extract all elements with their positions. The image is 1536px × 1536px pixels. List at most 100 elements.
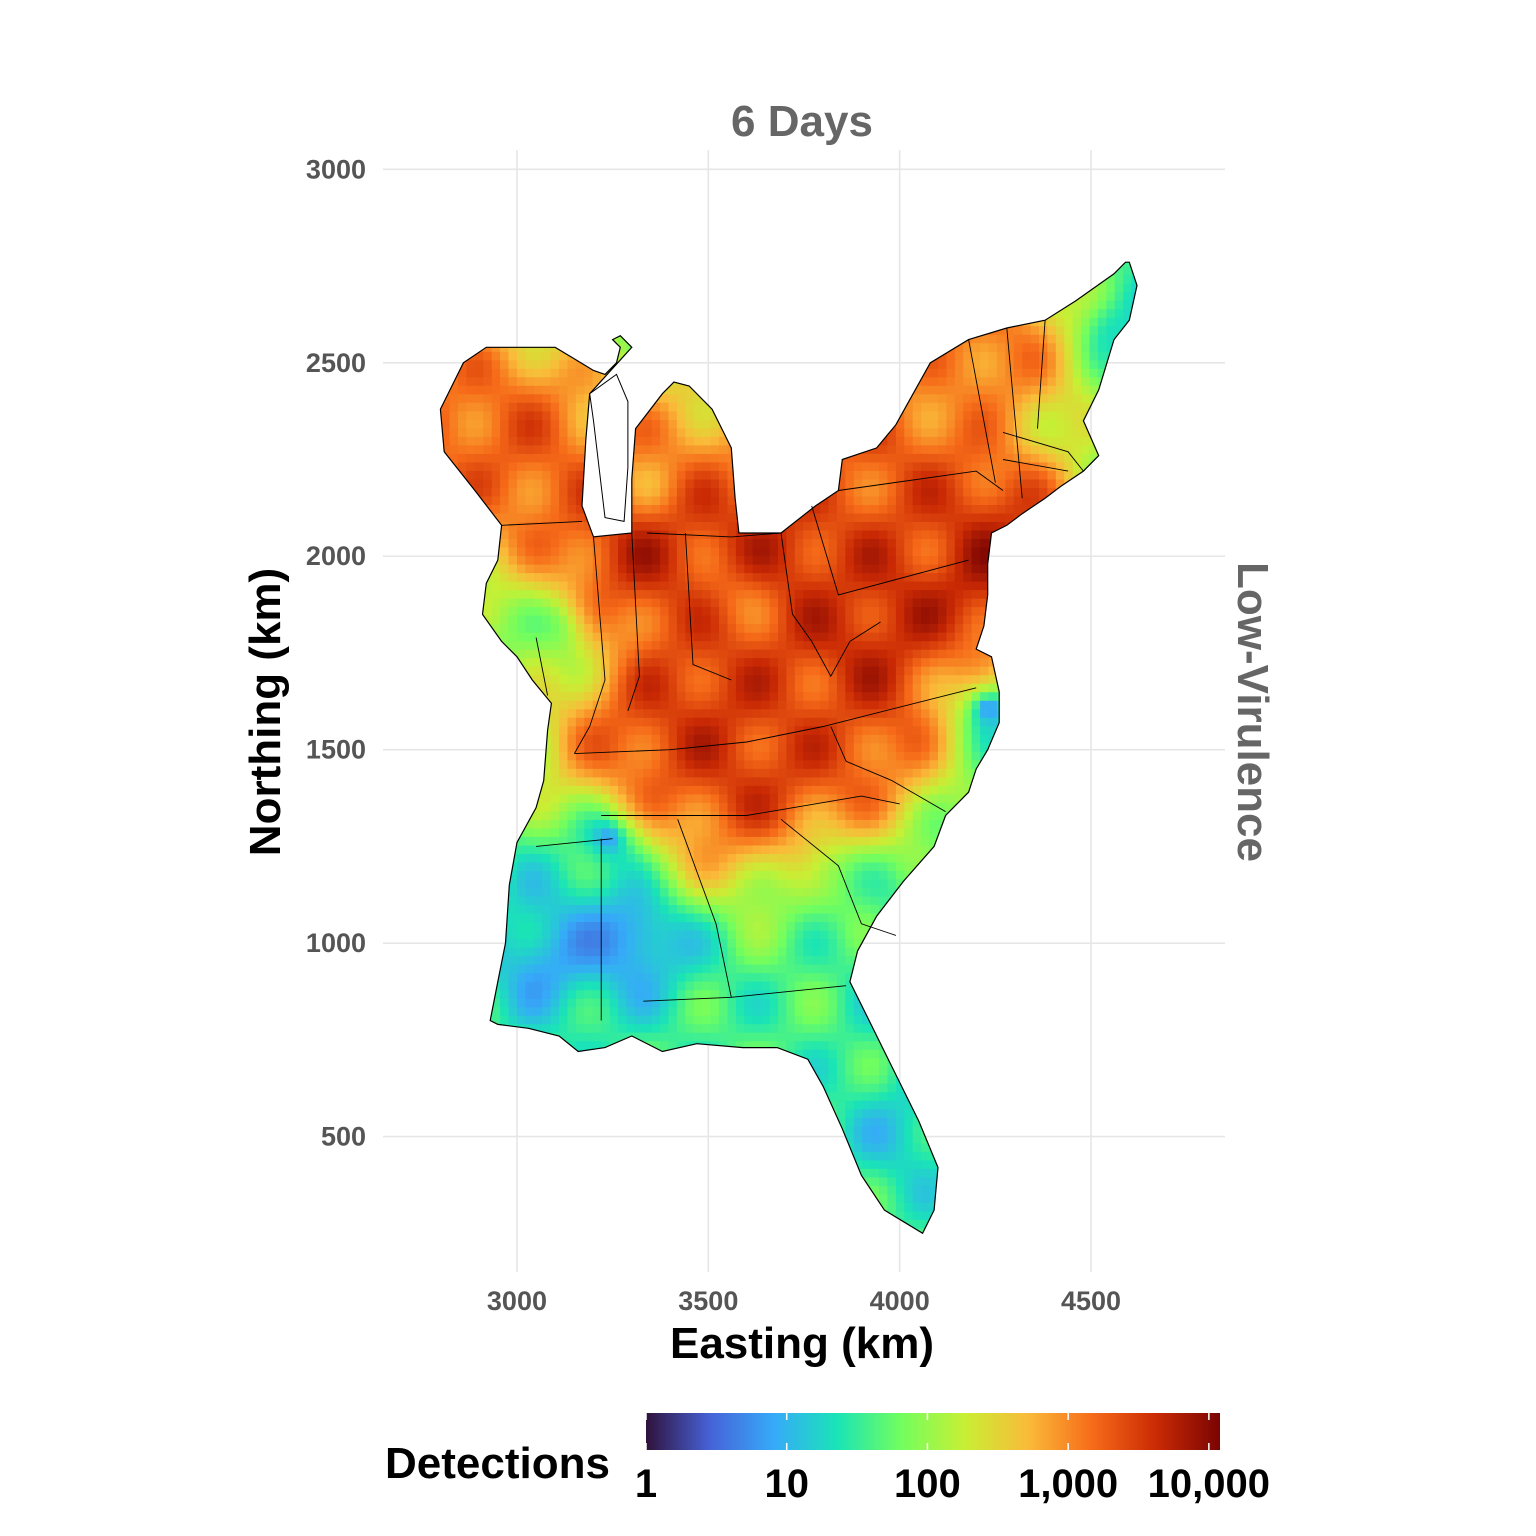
heat-cell: [440, 1049, 442, 1059]
heat-cell: [441, 1193, 451, 1203]
heat-cell: [517, 291, 526, 301]
heat-cell: [643, 776, 653, 786]
heat-cell: [693, 1185, 703, 1195]
heat-cell: [575, 359, 585, 369]
heat-cell: [752, 427, 762, 437]
heat-cell: [735, 623, 745, 633]
heat-cell: [676, 410, 686, 420]
heat-cell: [719, 742, 728, 752]
heat-cell: [525, 1142, 535, 1152]
heat-cell: [660, 470, 670, 480]
heat-cell: [575, 734, 585, 744]
heat-cell: [559, 844, 569, 854]
heat-cell: [610, 249, 619, 258]
heat-cell: [643, 861, 653, 871]
heat-cell: [559, 317, 569, 327]
heat-cell: [651, 325, 661, 335]
heat-cell: [685, 1074, 695, 1084]
heat-cell: [609, 274, 619, 284]
heat-cell: [769, 1125, 779, 1135]
heat-cell: [778, 700, 787, 710]
heat-cell: [634, 1108, 644, 1118]
heat-cell: [550, 453, 560, 463]
heat-cell: [719, 1006, 728, 1016]
heat-cell: [719, 768, 728, 778]
heat-cell: [744, 1219, 754, 1229]
heat-cell: [727, 606, 737, 616]
heat-cell: [441, 895, 451, 905]
heat-cell: [643, 853, 653, 863]
heat-cell: [710, 802, 720, 812]
heat-cell: [500, 615, 510, 625]
heat-cell: [525, 1091, 535, 1101]
heat-cell: [441, 751, 451, 761]
heat-cell: [483, 1142, 493, 1152]
heat-cell: [508, 878, 518, 888]
heat-cell: [466, 930, 476, 940]
heat-cell: [517, 1159, 526, 1169]
heat-cell: [786, 1057, 796, 1067]
heat-cell: [491, 291, 501, 301]
heat-cell: [601, 547, 611, 557]
heat-cell: [778, 376, 787, 386]
heat-cell: [626, 521, 636, 531]
heat-cell: [601, 615, 611, 625]
heat-cell: [676, 1125, 686, 1135]
heat-cell: [660, 1227, 670, 1234]
heat-cell: [710, 300, 720, 310]
heat-cell: [592, 334, 602, 344]
heat-cell: [466, 572, 476, 582]
heat-cell: [575, 436, 585, 446]
heat-cell: [710, 930, 720, 940]
heat-cell: [719, 666, 728, 676]
heat-cell: [744, 1134, 754, 1144]
heat-cell: [534, 1236, 543, 1245]
heat-cell: [491, 989, 501, 999]
heat-cell: [550, 300, 560, 310]
heat-cell: [761, 827, 771, 837]
heat-cell: [676, 1202, 686, 1212]
heat-cell: [626, 1117, 636, 1127]
heat-cell: [458, 649, 467, 659]
heat-cell: [685, 1202, 695, 1212]
heat-cell: [474, 861, 484, 871]
heat-cell: [534, 249, 543, 258]
heat-cell: [550, 283, 560, 293]
heat-cell: [769, 325, 779, 335]
heat-cell: [668, 1083, 678, 1093]
heat-cell: [769, 819, 779, 829]
heat-cell: [685, 453, 695, 463]
heat-cell: [618, 615, 627, 625]
heat-cell: [693, 555, 703, 565]
heat-cell: [466, 1100, 476, 1110]
heat-cell: [668, 1227, 678, 1234]
heat-cell: [719, 606, 728, 616]
heat-cell: [752, 1091, 762, 1101]
heat-cell: [702, 768, 712, 778]
heat-cell: [517, 241, 526, 250]
heat-cell: [592, 649, 602, 659]
heat-cell: [643, 1091, 653, 1101]
heat-cell: [634, 904, 644, 914]
heat-cell: [685, 487, 695, 497]
heat-cell: [440, 887, 442, 897]
heat-cell: [634, 581, 644, 591]
heat-cell: [643, 1057, 653, 1067]
heat-cell: [710, 776, 720, 786]
heat-cell: [778, 759, 787, 769]
heat-cell: [440, 632, 442, 642]
heat-cell: [752, 1210, 762, 1220]
heat-cell: [601, 870, 611, 880]
heat-cell: [533, 708, 543, 718]
heat-cell: [769, 342, 779, 352]
heat-cell: [483, 1023, 493, 1033]
heat-cell: [761, 1202, 771, 1212]
heat-cell: [592, 725, 602, 735]
heat-cell: [474, 981, 484, 991]
heat-cell: [517, 895, 526, 905]
heat-cell: [491, 1091, 501, 1101]
heat-cell: [668, 1117, 678, 1127]
heat-cell: [618, 844, 627, 854]
heat-cell: [660, 1032, 670, 1042]
heat-cell: [634, 598, 644, 608]
